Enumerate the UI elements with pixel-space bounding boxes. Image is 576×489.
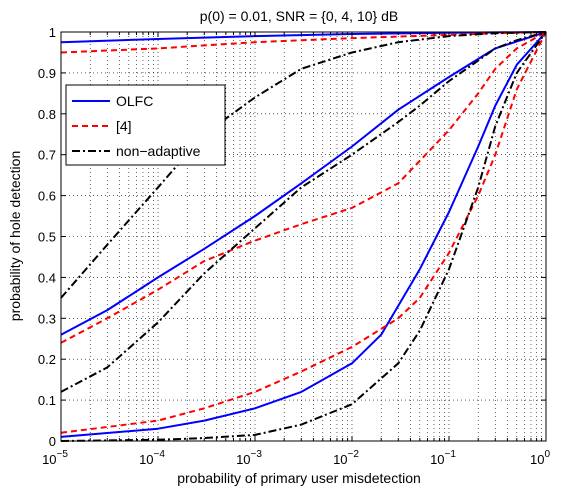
series-line [60,31,547,299]
x-tick-labels: 10−5 10−4 10−3 10−2 10−1 100 [42,449,550,467]
y-tick-label: 0.9 [38,66,56,81]
y-tick-label: 0.5 [38,230,56,245]
x-tick-label: 10−2 [333,449,359,467]
series-line [60,31,547,434]
legend-label: [4] [116,118,132,134]
series-line [60,31,547,344]
x-tick-label: 100 [530,449,550,467]
x-tick-label: 10−3 [236,449,262,467]
tick-marks [60,31,546,442]
y-tick-labels: 0 0.1 0.2 0.3 0.4 0.5 0.6 0.7 0.8 0.9 1 [38,25,56,449]
y-tick-label: 0 [49,434,56,449]
y-tick-label: 0.2 [38,352,56,367]
y-tick-label: 0.8 [38,107,56,122]
y-tick-label: 0.6 [38,189,56,204]
legend-label: non−adaptive [116,143,201,159]
legend-label: OLFC [116,93,153,109]
y-tick-label: 1 [49,25,56,40]
y-tick-label: 0.4 [38,270,56,285]
x-tick-label: 10−4 [139,449,165,467]
x-tick-label: 10−5 [42,449,68,467]
y-tick-label: 0.7 [38,148,56,163]
y-axis-label: probability of hole detection [7,151,23,321]
series-line [60,31,547,442]
y-tick-label: 0.3 [38,311,56,326]
x-tick-label: 10−1 [430,449,456,467]
series-line [60,31,547,438]
series-line [60,31,547,336]
series-line [60,31,547,44]
series-line [60,31,547,393]
chart-title: p(0) = 0.01, SNR = {0, 4, 10} dB [200,8,398,24]
y-tick-label: 0.1 [38,393,56,408]
x-axis-label: probability of primary user misdetection [177,470,421,486]
legend: OLFC [4] non−adaptive [65,84,226,166]
